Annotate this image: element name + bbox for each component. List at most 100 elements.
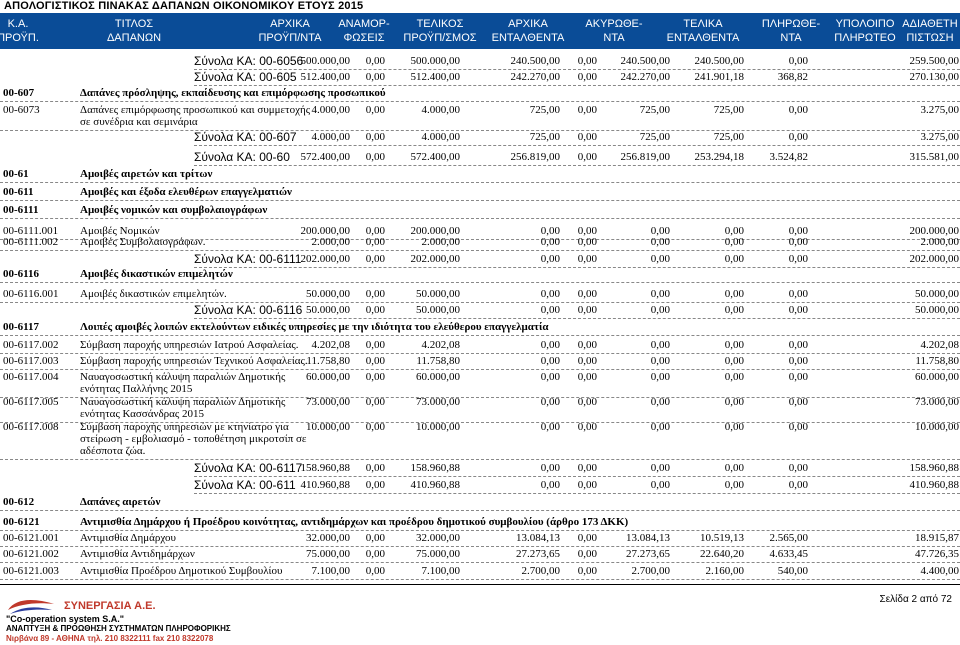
- amount-cell: 240.500,00: [620, 55, 671, 67]
- amount-cell: 2.160,00: [705, 565, 745, 577]
- header-label: ΠΡΟΫΠ/ΣΜΟΣ: [403, 32, 477, 44]
- amount-cell: 0,00: [577, 565, 597, 577]
- amount-cell: 270.130,00: [909, 71, 960, 83]
- amount-cell: 725,00: [529, 104, 560, 116]
- section-code: 00-612: [3, 496, 35, 508]
- amount-cell: 0,00: [540, 288, 560, 300]
- amount-cell: 0,00: [365, 339, 385, 351]
- amount-cell: 27.273,65: [516, 548, 560, 560]
- amount-cell: 0,00: [650, 462, 670, 474]
- row-divider: [0, 182, 960, 183]
- header-label: ΦΩΣΕΙΣ: [343, 32, 385, 44]
- subtotal-label: Σύνολα ΚΑ: 00-60: [194, 150, 290, 164]
- amount-cell: 32.000,00: [306, 532, 350, 544]
- amount-cell: 75.000,00: [306, 548, 350, 560]
- header-label: ΤΕΛΙΚΟΣ: [416, 18, 464, 30]
- header-label: ΝΤΑ: [603, 32, 625, 44]
- amount-cell: 572.400,00: [410, 151, 461, 163]
- subtotal-label: Σύνολα ΚΑ: 00-6117: [194, 461, 303, 475]
- amount-cell: 0,00: [577, 253, 597, 265]
- amount-cell: 0,00: [788, 396, 808, 408]
- item-title: αδέσποτα ζώα.: [80, 445, 146, 457]
- amount-cell: 0,00: [724, 355, 744, 367]
- amount-cell: 158.960,88: [410, 462, 461, 474]
- row-divider: [0, 239, 960, 240]
- header-cell: ΤΙΤΛΟΣ ΔΑΠΑΝΩΝ: [84, 13, 184, 49]
- amount-cell: 0,00: [365, 421, 385, 433]
- amount-cell: 0,00: [788, 479, 808, 491]
- amount-cell: 0,00: [788, 225, 808, 237]
- row-divider: [0, 353, 960, 354]
- row-divider: [0, 101, 960, 102]
- amount-cell: 11.758,80: [306, 355, 350, 367]
- amount-cell: 540,00: [777, 565, 808, 577]
- amount-cell: 0,00: [724, 421, 744, 433]
- amount-cell: 3.275,00: [920, 104, 960, 116]
- amount-cell: 202.000,00: [909, 253, 960, 265]
- amount-cell: 2.000,00: [421, 236, 461, 248]
- amount-cell: 60.000,00: [915, 371, 959, 383]
- amount-cell: 253.294,18: [694, 151, 745, 163]
- amount-cell: 0,00: [540, 236, 560, 248]
- amount-cell: 0,00: [724, 288, 744, 300]
- amount-cell: 0,00: [365, 131, 385, 143]
- amount-cell: 4.400,00: [920, 565, 960, 577]
- amount-cell: 13.084,13: [626, 532, 670, 544]
- footer-company-en: "Co-operation system S.A.": [6, 614, 125, 624]
- header-label: ΝΤΑ: [780, 32, 802, 44]
- amount-cell: 11.758,80: [915, 355, 959, 367]
- amount-cell: 240.500,00: [694, 55, 745, 67]
- amount-cell: 200.000,00: [909, 225, 960, 237]
- amount-cell: 410.960,88: [410, 479, 461, 491]
- amount-cell: 0,00: [577, 396, 597, 408]
- amount-cell: 0,00: [365, 288, 385, 300]
- amount-cell: 7.100,00: [311, 565, 351, 577]
- item-title: Σύμβαση παροχής υπηρεσιών Τεχνικού Ασφαλ…: [80, 355, 308, 367]
- amount-cell: 0,00: [650, 236, 670, 248]
- header-label: ΠΛΗΡΩΘΕ-: [761, 18, 821, 30]
- amount-cell: 3.524,82: [769, 151, 809, 163]
- header-label: ΔΑΠΑΝΩΝ: [106, 32, 162, 44]
- amount-cell: 0,00: [788, 55, 808, 67]
- amount-cell: 0,00: [365, 532, 385, 544]
- amount-cell: 27.273,65: [626, 548, 670, 560]
- subtotal-label: Σύνολα ΚΑ: 00-611: [194, 478, 296, 492]
- amount-cell: 13.084,13: [516, 532, 560, 544]
- amount-cell: 0,00: [577, 371, 597, 383]
- header-label: Κ.Α.: [7, 18, 29, 30]
- amount-cell: 0,00: [577, 532, 597, 544]
- amount-cell: 0,00: [788, 339, 808, 351]
- amount-cell: 0,00: [788, 355, 808, 367]
- amount-cell: 0,00: [650, 355, 670, 367]
- row-divider: [0, 562, 960, 563]
- amount-cell: 725,00: [713, 104, 744, 116]
- row-divider: [0, 510, 960, 511]
- amount-cell: 0,00: [577, 288, 597, 300]
- amount-cell: 0,00: [788, 104, 808, 116]
- amount-cell: 0,00: [365, 355, 385, 367]
- section-code: 00-6116: [3, 268, 40, 280]
- row-divider: [0, 530, 960, 531]
- amount-cell: 50.000,00: [416, 288, 460, 300]
- amount-cell: 10.519,13: [700, 532, 744, 544]
- amount-cell: 4.633,45: [769, 548, 809, 560]
- amount-cell: 725,00: [713, 131, 744, 143]
- amount-cell: 32.000,00: [416, 532, 460, 544]
- item-title: Ναυαγοσωστική κάλυψη παραλιών Δημοτικής: [80, 396, 286, 408]
- amount-cell: 0,00: [540, 339, 560, 351]
- amount-cell: 0,00: [650, 225, 670, 237]
- row-divider: [0, 546, 960, 547]
- header-label: ΠΛΗΡΩΤΕΟ: [834, 32, 896, 44]
- item-code: 00-6121.001: [3, 532, 59, 544]
- amount-cell: 242.270,00: [510, 71, 561, 83]
- amount-cell: 158.960,88: [909, 462, 960, 474]
- amount-cell: 0,00: [365, 548, 385, 560]
- amount-cell: 0,00: [788, 304, 808, 316]
- row-divider: [0, 130, 960, 131]
- amount-cell: 73.000,00: [416, 396, 460, 408]
- amount-cell: 0,00: [788, 421, 808, 433]
- header-cell: ΑΝΑΜΟΡ- ΦΩΣΕΙΣ: [314, 13, 414, 49]
- amount-cell: 0,00: [577, 339, 597, 351]
- row-divider: [0, 369, 960, 370]
- amount-cell: 50.000,00: [915, 288, 959, 300]
